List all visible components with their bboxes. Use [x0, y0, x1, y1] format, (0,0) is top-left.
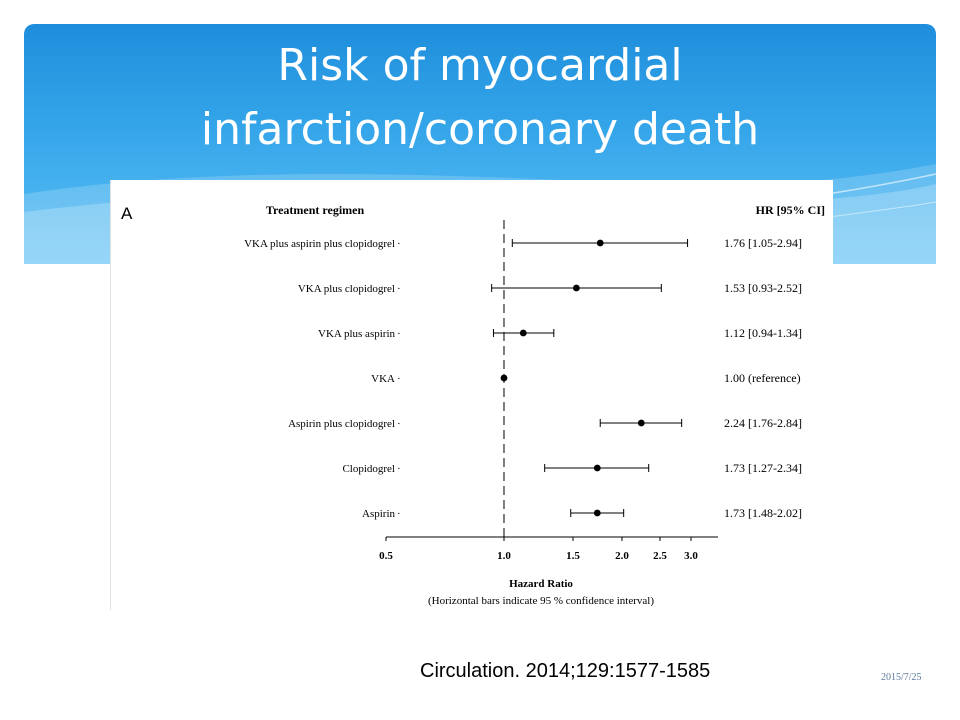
x-tick-label: 3.0 — [684, 550, 698, 562]
row-label: VKA plus aspirin — [318, 328, 396, 340]
left-column-header: Treatment regimen — [266, 203, 365, 217]
point-estimate — [500, 374, 508, 382]
row-label-dot: · — [397, 238, 401, 250]
point-estimate — [519, 329, 527, 337]
forest-plot: Treatment regimen HR [95% CI] VKA plus a… — [244, 203, 825, 607]
row-label: Aspirin plus clopidogrel — [288, 418, 395, 430]
point-estimate — [572, 284, 580, 292]
x-tick-label: 2.0 — [615, 550, 629, 562]
slide-title-line-1: Risk of myocardial — [277, 40, 683, 91]
row-label-dot: · — [397, 418, 401, 430]
x-tick-label: 1.5 — [566, 550, 580, 562]
hr-ci-value: 1.73 [1.48-2.02] — [724, 506, 802, 520]
x-tick-label: 1.0 — [497, 550, 511, 562]
point-estimate — [637, 419, 645, 427]
row-label-dot: · — [397, 508, 401, 520]
forest-plot-figure: A Treatment regimen HR [95% CI] VKA plus… — [110, 180, 833, 610]
row-label-dot: · — [397, 283, 401, 295]
row-label-dot: · — [397, 373, 401, 385]
x-axis-sublabel: (Horizontal bars indicate 95 % confidenc… — [428, 595, 654, 607]
hr-ci-value: 1.76 [1.05-2.94] — [724, 236, 802, 250]
row-label: Aspirin — [362, 508, 396, 520]
citation: Circulation. 2014;129:1577-1585 — [420, 660, 711, 682]
x-tick-label: 0.5 — [379, 550, 393, 562]
x-axis-label: Hazard Ratio — [509, 578, 573, 590]
row-label: Clopidogrel — [342, 463, 395, 475]
row-label-dot: · — [397, 328, 401, 340]
panel-label: A — [121, 204, 133, 223]
hr-ci-value: 1.73 [1.27-2.34] — [724, 461, 802, 475]
row-label: VKA plus aspirin plus clopidogrel — [244, 238, 395, 250]
slide-title: Risk of myocardial infarction/coronary d… — [24, 34, 936, 162]
point-estimate — [596, 239, 604, 247]
row-label: VKA plus clopidogrel — [298, 283, 395, 295]
row-label: VKA — [371, 373, 395, 385]
hr-ci-value: 1.53 [0.93-2.52] — [724, 281, 802, 295]
slide-title-line-2: infarction/coronary death — [200, 104, 760, 155]
hr-ci-value: 2.24 [1.76-2.84] — [724, 416, 802, 430]
x-tick-label: 2.5 — [653, 550, 667, 562]
hr-ci-value: 1.00 (reference) — [724, 371, 801, 385]
point-estimate — [593, 464, 601, 472]
right-column-header: HR [95% CI] — [756, 203, 825, 217]
slide-date: 2015/7/25 — [881, 672, 922, 683]
row-label-dot: · — [397, 463, 401, 475]
point-estimate — [593, 509, 601, 517]
hr-ci-value: 1.12 [0.94-1.34] — [724, 326, 802, 340]
